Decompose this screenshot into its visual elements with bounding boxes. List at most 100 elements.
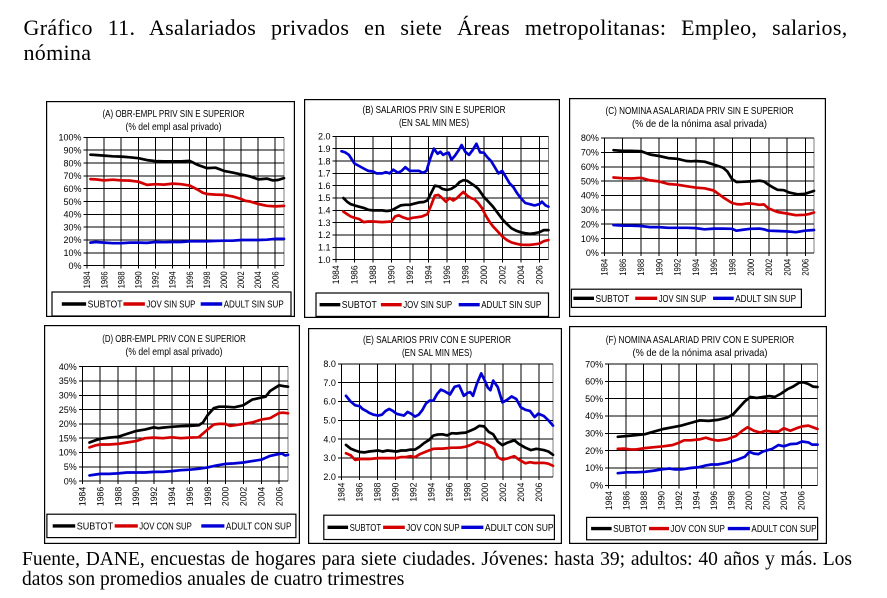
- svg-text:50%: 50%: [585, 394, 603, 404]
- svg-text:(E) SALARIOS PRIV CON E SUPERI: (E) SALARIOS PRIV CON E SUPERIOR: [363, 334, 511, 346]
- svg-text:1988: 1988: [639, 491, 649, 510]
- svg-text:5%: 5%: [64, 462, 77, 472]
- svg-text:5.0: 5.0: [323, 416, 336, 426]
- svg-text:1996: 1996: [185, 487, 195, 506]
- svg-text:1994: 1994: [167, 487, 177, 506]
- svg-text:SUBTOT: SUBTOT: [77, 521, 113, 532]
- svg-text:80%: 80%: [581, 133, 599, 143]
- svg-text:1984: 1984: [331, 265, 341, 284]
- svg-text:2000: 2000: [479, 265, 489, 284]
- svg-text:60%: 60%: [581, 162, 599, 172]
- svg-text:1996: 1996: [709, 259, 719, 276]
- svg-text:2004: 2004: [516, 265, 526, 284]
- svg-text:1998: 1998: [462, 483, 472, 502]
- svg-text:20%: 20%: [585, 446, 603, 456]
- svg-text:2006: 2006: [801, 259, 811, 276]
- svg-text:JOV CON SUP: JOV CON SUP: [671, 524, 726, 535]
- svg-text:(EN SAL MIN MES): (EN SAL MIN MES): [402, 347, 472, 359]
- svg-text:1988: 1988: [113, 487, 123, 506]
- svg-text:1986: 1986: [618, 259, 628, 276]
- svg-text:1992: 1992: [408, 483, 418, 502]
- svg-text:4.0: 4.0: [323, 434, 336, 444]
- svg-text:3.0: 3.0: [323, 453, 336, 463]
- svg-text:1.8: 1.8: [318, 156, 331, 166]
- svg-text:70%: 70%: [63, 171, 81, 181]
- svg-text:2000: 2000: [480, 483, 490, 502]
- svg-text:30%: 30%: [581, 205, 599, 215]
- svg-text:1990: 1990: [391, 483, 401, 502]
- svg-text:30%: 30%: [585, 429, 603, 439]
- svg-text:1992: 1992: [674, 491, 684, 510]
- svg-text:(A) OBR-EMPL PRIV SIN E SUPERI: (A) OBR-EMPL PRIV SIN E SUPERIOR: [103, 108, 245, 120]
- svg-text:60%: 60%: [63, 184, 81, 194]
- svg-text:SUBTOT: SUBTOT: [350, 523, 382, 534]
- svg-text:70%: 70%: [585, 359, 603, 369]
- svg-text:10%: 10%: [581, 234, 599, 244]
- svg-text:90%: 90%: [63, 145, 81, 155]
- svg-text:2006: 2006: [270, 271, 280, 288]
- svg-text:30%: 30%: [63, 222, 81, 232]
- svg-text:1986: 1986: [99, 271, 109, 288]
- svg-text:10%: 10%: [59, 448, 77, 458]
- svg-text:1984: 1984: [604, 491, 614, 510]
- svg-text:ADULT CON SUP: ADULT CON SUP: [485, 523, 554, 534]
- svg-text:(% del empl asal privado): (% del empl asal privado): [126, 121, 222, 133]
- svg-text:2000: 2000: [219, 271, 229, 288]
- svg-text:1992: 1992: [151, 271, 161, 288]
- svg-text:2006: 2006: [534, 483, 544, 502]
- svg-text:1984: 1984: [600, 259, 610, 276]
- svg-text:1984: 1984: [337, 483, 347, 502]
- svg-text:100%: 100%: [58, 133, 81, 143]
- svg-text:2002: 2002: [236, 271, 246, 288]
- svg-text:1994: 1994: [168, 271, 178, 288]
- svg-text:2006: 2006: [797, 491, 807, 510]
- svg-text:1988: 1988: [373, 483, 383, 502]
- svg-text:JOV SIN SUP: JOV SIN SUP: [403, 300, 452, 311]
- svg-text:50%: 50%: [63, 197, 81, 207]
- svg-text:1.6: 1.6: [318, 181, 331, 191]
- svg-text:1990: 1990: [387, 265, 397, 284]
- svg-text:1990: 1990: [654, 259, 664, 276]
- svg-text:2004: 2004: [257, 487, 267, 506]
- svg-text:1996: 1996: [185, 271, 195, 288]
- svg-text:SUBTOT: SUBTOT: [596, 294, 630, 305]
- svg-text:0%: 0%: [590, 481, 603, 491]
- svg-text:2000: 2000: [744, 491, 754, 510]
- svg-text:20%: 20%: [59, 419, 77, 429]
- svg-text:2000: 2000: [221, 487, 231, 506]
- svg-text:1998: 1998: [203, 487, 213, 506]
- svg-text:1986: 1986: [350, 265, 360, 284]
- svg-text:2002: 2002: [764, 259, 774, 276]
- svg-text:2004: 2004: [516, 483, 526, 502]
- svg-text:50%: 50%: [581, 176, 599, 186]
- svg-text:SUBTOT: SUBTOT: [613, 524, 647, 535]
- svg-text:1998: 1998: [202, 271, 212, 288]
- svg-text:1.9: 1.9: [318, 144, 331, 154]
- svg-text:1994: 1994: [692, 491, 702, 510]
- svg-text:JOV CON SUP: JOV CON SUP: [406, 523, 460, 534]
- svg-text:25%: 25%: [59, 405, 77, 415]
- svg-text:2.0: 2.0: [318, 132, 331, 142]
- svg-text:2002: 2002: [239, 487, 249, 506]
- svg-text:(% de de la nónima asal privad: (% de de la nónima asal privada): [632, 118, 767, 130]
- svg-text:1998: 1998: [727, 491, 737, 510]
- svg-text:1.5: 1.5: [318, 193, 331, 203]
- svg-text:SUBTOT: SUBTOT: [342, 300, 377, 311]
- svg-text:1996: 1996: [442, 265, 452, 284]
- svg-text:40%: 40%: [585, 411, 603, 421]
- svg-text:60%: 60%: [585, 377, 603, 387]
- svg-text:1992: 1992: [405, 265, 415, 284]
- svg-text:1996: 1996: [444, 483, 454, 502]
- svg-text:0%: 0%: [586, 248, 599, 258]
- svg-text:40%: 40%: [63, 210, 81, 220]
- svg-text:1986: 1986: [621, 491, 631, 510]
- svg-text:1990: 1990: [134, 271, 144, 288]
- svg-text:10%: 10%: [585, 463, 603, 473]
- svg-text:80%: 80%: [63, 158, 81, 168]
- svg-text:2004: 2004: [782, 259, 792, 276]
- svg-text:20%: 20%: [581, 219, 599, 229]
- svg-text:1988: 1988: [636, 259, 646, 276]
- svg-text:6.0: 6.0: [323, 397, 336, 407]
- svg-text:2004: 2004: [779, 491, 789, 510]
- svg-text:1992: 1992: [673, 259, 683, 276]
